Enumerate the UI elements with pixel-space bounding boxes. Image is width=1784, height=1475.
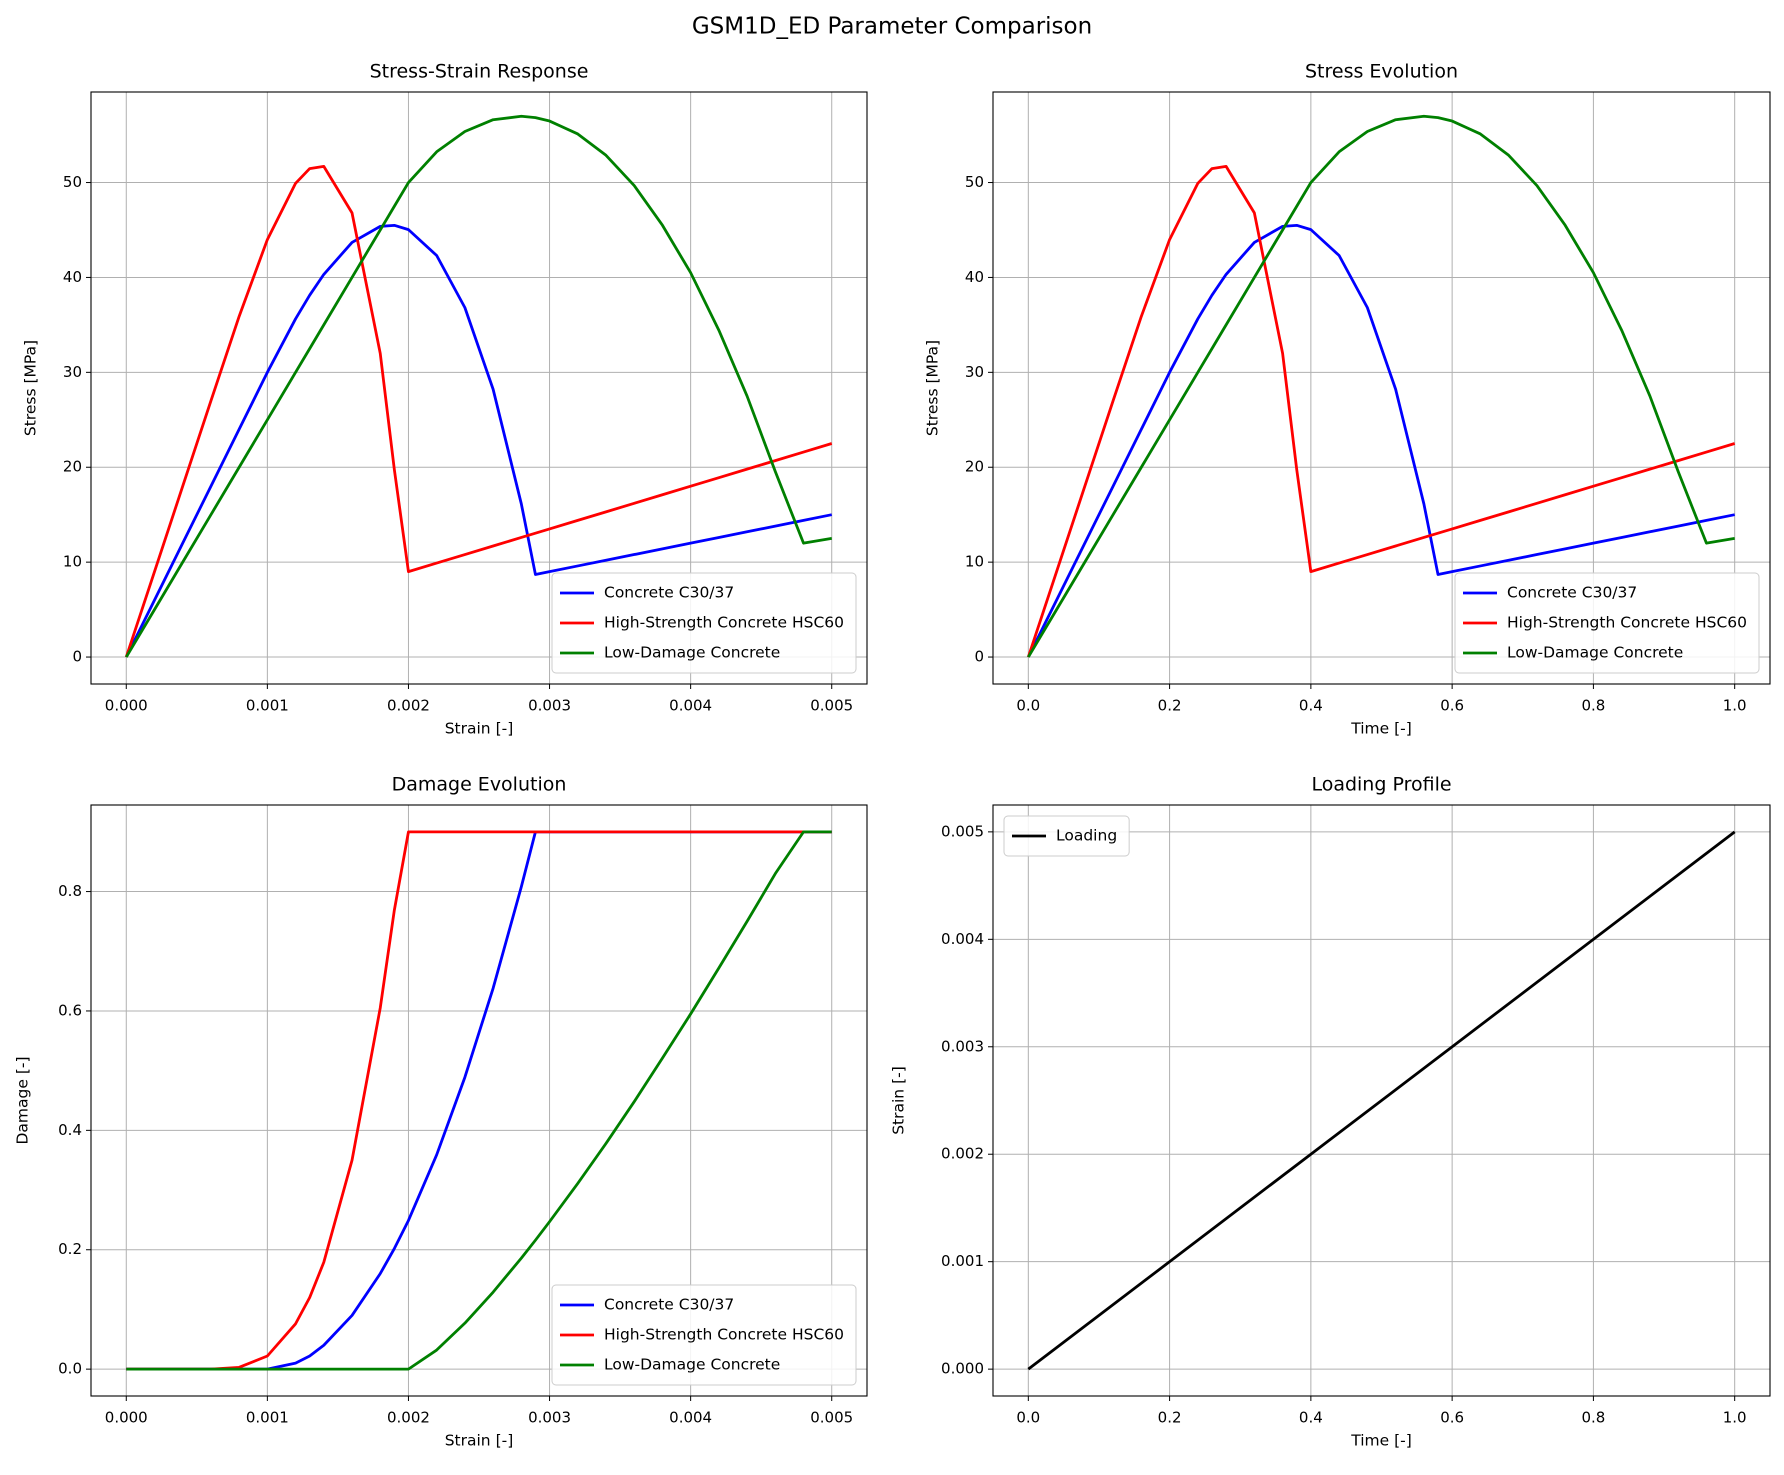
x-axis-label: Strain [-]	[445, 720, 514, 738]
legend-label: High-Strength Concrete HSC60	[604, 614, 844, 632]
legend-label: High-Strength Concrete HSC60	[1507, 614, 1747, 632]
legend-label: Concrete C30/37	[604, 584, 734, 602]
y-tick-label: 40	[63, 268, 82, 286]
x-tick-label: 0.000	[105, 697, 148, 715]
legend-box	[1454, 572, 1760, 674]
x-tick-label: 0.005	[810, 1409, 853, 1427]
y-tick-label: 0.4	[58, 1121, 82, 1139]
legend-box	[551, 572, 857, 674]
y-tick-label: 0.001	[941, 1252, 984, 1270]
y-tick-label: 0.8	[58, 882, 82, 900]
y-tick-label: 10	[965, 553, 984, 571]
line-series	[126, 830, 832, 1371]
y-tick-label: 10	[63, 553, 82, 571]
y-tick-label: 0.004	[941, 930, 984, 948]
x-tick-label: 0.4	[1299, 697, 1323, 715]
y-axis-label: Stress [MPa]	[924, 340, 942, 436]
legend-label: Low-Damage Concrete	[604, 644, 780, 662]
legend-label: High-Strength Concrete HSC60	[604, 1326, 844, 1344]
x-tick-label: 0.003	[528, 1409, 571, 1427]
x-tick-label: 1.0	[1723, 1409, 1747, 1427]
subplot-title: Loading Profile	[1311, 774, 1451, 796]
line-series	[1027, 114, 1735, 658]
subplot: 0.000 0.001 0.002 0.003 0.004 0.005 0.0 0.2 0.4 0…	[14, 774, 868, 1450]
y-tick-label: 0.6	[58, 1001, 82, 1019]
y-tick-label: 0	[72, 648, 82, 666]
x-tick-label: 0.003	[528, 697, 571, 715]
x-axis-label: Strain [-]	[445, 1432, 514, 1450]
y-axis-label: Strain [-]	[890, 1066, 908, 1135]
subplot-title: Stress-Strain Response	[370, 61, 589, 83]
x-tick-label: 0.001	[246, 697, 289, 715]
x-tick-label: 0.4	[1299, 1409, 1323, 1427]
axes-frame	[992, 804, 1771, 1397]
x-tick-label: 0.004	[669, 697, 712, 715]
subplot-title: Stress Evolution	[1305, 61, 1458, 83]
x-tick-label: 0.8	[1581, 1409, 1605, 1427]
x-tick-label: 0.002	[387, 697, 430, 715]
legend: Concrete C30/37 High-Strength Concrete HS…	[551, 1284, 857, 1386]
y-tick-label: 40	[965, 268, 984, 286]
legend-label: Low-Damage Concrete	[1507, 644, 1683, 662]
line-series	[125, 114, 832, 658]
subplot-title: Damage Evolution	[392, 774, 567, 796]
y-tick-label: 0.000	[941, 1360, 984, 1378]
subplot: 0.000 0.001 0.002 0.003 0.004 0.005 0 10 20 30 40 5…	[22, 61, 868, 738]
axes-frame	[992, 91, 1771, 685]
y-tick-label: 0.003	[941, 1037, 984, 1055]
axes-frame	[90, 804, 868, 1397]
x-tick-label: 0.2	[1158, 1409, 1182, 1427]
y-tick-label: 0.2	[58, 1240, 82, 1258]
x-tick-label: 0.005	[810, 697, 853, 715]
y-tick-label: 0	[974, 648, 984, 666]
line-series	[126, 830, 832, 1371]
line-series	[125, 223, 833, 658]
x-tick-label: 0.2	[1158, 697, 1182, 715]
x-tick-label: 0.001	[246, 1409, 289, 1427]
x-tick-label: 0.004	[669, 1409, 712, 1427]
y-tick-label: 0.005	[941, 822, 984, 840]
x-tick-label: 0.0	[1016, 1409, 1040, 1427]
y-tick-label: 30	[63, 363, 82, 381]
axes-frame	[90, 91, 868, 685]
legend-label: Low-Damage Concrete	[604, 1356, 780, 1374]
figure-title: GSM1D_ED Parameter Comparison	[692, 14, 1092, 40]
x-tick-label: 0.002	[387, 1409, 430, 1427]
x-tick-label: 0.8	[1581, 697, 1605, 715]
y-tick-label: 20	[965, 458, 984, 476]
y-tick-label: 50	[63, 173, 82, 191]
subplot: 0.0 0.2 0.4 0.6 0.8 1.0 0 10 20 30 40 50 Stress Evol…	[924, 61, 1771, 738]
x-axis-label: Time [-]	[1350, 720, 1412, 738]
legend: Loading	[1003, 815, 1130, 857]
line-series	[1027, 830, 1736, 1371]
x-tick-label: 0.6	[1440, 1409, 1464, 1427]
y-axis-label: Stress [MPa]	[22, 340, 40, 436]
legend-label: Loading	[1056, 827, 1117, 845]
x-tick-label: 0.000	[105, 1409, 148, 1427]
y-tick-label: 0.0	[58, 1360, 82, 1378]
legend: Concrete C30/37 High-Strength Concrete HS…	[1454, 572, 1760, 674]
legend: Concrete C30/37 High-Strength Concrete HS…	[551, 572, 857, 674]
line-series	[124, 165, 833, 658]
y-axis-label: Damage [-]	[14, 1056, 32, 1144]
y-tick-label: 30	[965, 363, 984, 381]
line-series	[1026, 165, 1736, 658]
y-tick-label: 20	[63, 458, 82, 476]
legend-label: Concrete C30/37	[1507, 584, 1637, 602]
y-tick-label: 50	[965, 173, 984, 191]
x-tick-label: 0.0	[1016, 697, 1040, 715]
subplot: 0.0 0.2 0.4 0.6 0.8 1.0 0.000 0.001 0.002 0.003 0.…	[890, 774, 1771, 1450]
legend-box	[551, 1284, 857, 1386]
y-tick-label: 0.002	[941, 1145, 984, 1163]
x-tick-label: 1.0	[1723, 697, 1747, 715]
legend-label: Concrete C30/37	[604, 1296, 734, 1314]
line-series	[1027, 223, 1735, 658]
x-axis-label: Time [-]	[1350, 1432, 1412, 1450]
legend-box	[1003, 815, 1130, 857]
x-tick-label: 0.6	[1440, 697, 1464, 715]
